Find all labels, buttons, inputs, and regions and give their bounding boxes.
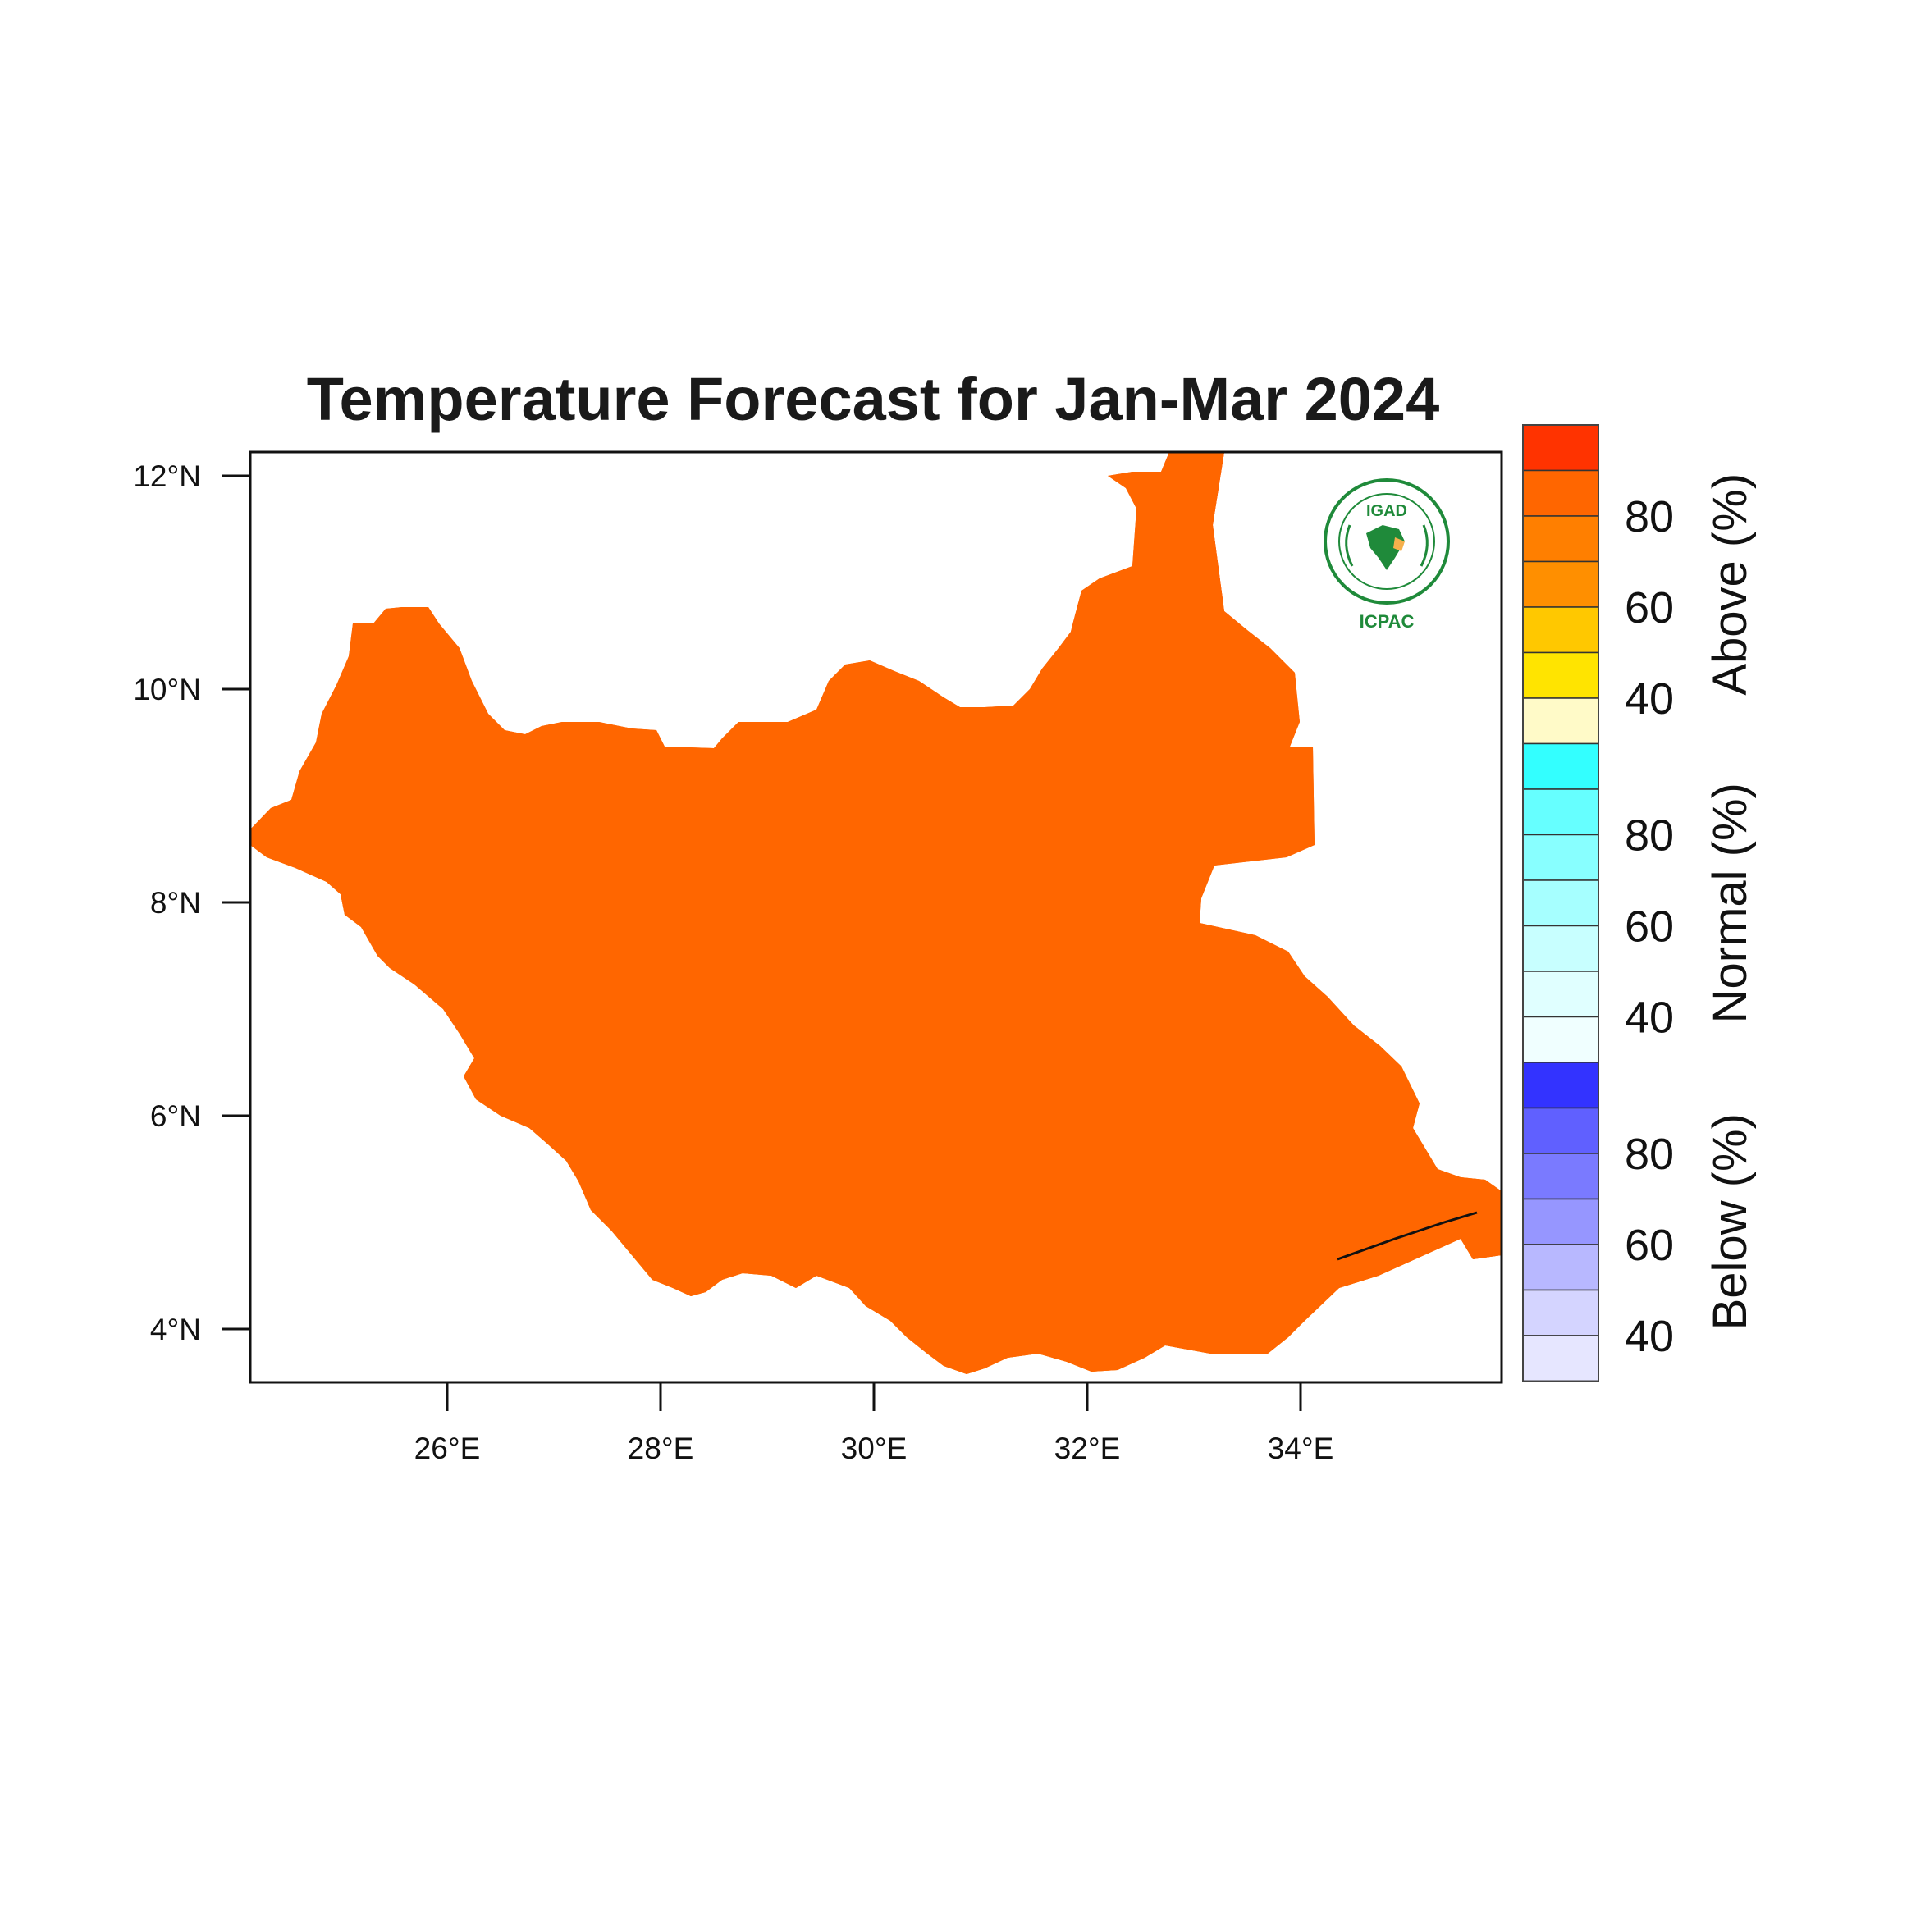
colorbar-swatch xyxy=(1522,606,1599,654)
lon-label: 30°E xyxy=(841,1432,908,1465)
colorbar: 80 60 40 Above (%) 80 60 40 Normal (%) 80 60 40 Bel… xyxy=(1522,424,1757,1382)
colorbar-swatch xyxy=(1522,1198,1599,1245)
colorbar-swatch xyxy=(1522,469,1599,517)
colorbar-swatch xyxy=(1522,515,1599,563)
lat-label: 4°N xyxy=(150,1313,201,1346)
colorbar-swatch xyxy=(1522,1016,1599,1063)
map-frame xyxy=(249,450,1503,1384)
colorbar-swatch xyxy=(1522,1335,1599,1382)
logo-bottom-text: ICPAC xyxy=(1360,611,1415,632)
colorbar-swatch xyxy=(1522,925,1599,972)
lon-label: 28°E xyxy=(628,1432,694,1465)
map-panel: IGAD ICPAC xyxy=(249,450,1503,1384)
lon-label: 26°E xyxy=(414,1432,481,1465)
colorbar-swatch xyxy=(1522,971,1599,1018)
axis-ticks xyxy=(222,474,1302,1411)
colorbar-swatch xyxy=(1522,788,1599,836)
igad-icpac-logo: IGAD ICPAC xyxy=(1324,478,1450,632)
logo-top-text: IGAD xyxy=(1366,502,1407,520)
lat-label: 12°N xyxy=(133,459,201,493)
lat-label: 6°N xyxy=(150,1099,201,1133)
map-title: Temperature Forecast for Jan-Mar 2024 xyxy=(307,365,1440,433)
colorbar-tick-label: 80 xyxy=(1625,1130,1674,1179)
colorbar-swatch xyxy=(1522,560,1599,608)
colorbar-tick-label: 60 xyxy=(1625,1221,1674,1270)
lon-tick-labels: 26°E 28°E 30°E 32°E 34°E xyxy=(414,1432,1334,1465)
colorbar-frame xyxy=(1522,424,1599,1382)
colorbar-tick-label: 40 xyxy=(1625,674,1674,724)
colorbar-swatch xyxy=(1522,1107,1599,1154)
colorbar-group-title: Normal (%) xyxy=(1703,783,1757,1023)
colorbar-swatch xyxy=(1522,879,1599,927)
lon-label: 32°E xyxy=(1054,1432,1121,1465)
colorbar-swatch xyxy=(1522,1062,1599,1109)
lat-label: 8°N xyxy=(150,886,201,920)
colorbar-swatch xyxy=(1522,742,1599,790)
colorbar-swatch xyxy=(1522,424,1599,472)
lat-label: 10°N xyxy=(133,673,201,706)
colorbar-tick-label: 80 xyxy=(1625,492,1674,541)
colorbar-tick-label: 60 xyxy=(1625,902,1674,952)
colorbar-tick-label: 40 xyxy=(1625,1312,1674,1361)
colorbar-tick-label: 80 xyxy=(1625,811,1674,861)
colorbar-tick-label: 40 xyxy=(1625,993,1674,1043)
colorbar-tick-label: 60 xyxy=(1625,583,1674,633)
colorbar-swatch xyxy=(1522,1244,1599,1291)
colorbar-swatch xyxy=(1522,1153,1599,1200)
colorbar-swatch xyxy=(1522,834,1599,881)
lon-label: 34°E xyxy=(1268,1432,1334,1465)
ilemi-boundary-line xyxy=(1337,1211,1478,1261)
colorbar-swatch xyxy=(1522,651,1599,699)
lat-tick-labels: 12°N 10°N 8°N 6°N 4°N xyxy=(133,459,201,1346)
colorbar-group-title: Below (%) xyxy=(1703,1113,1757,1330)
colorbar-swatch xyxy=(1522,1289,1599,1336)
colorbar-swatch xyxy=(1522,697,1599,745)
colorbar-group-title: Above (%) xyxy=(1703,473,1757,696)
